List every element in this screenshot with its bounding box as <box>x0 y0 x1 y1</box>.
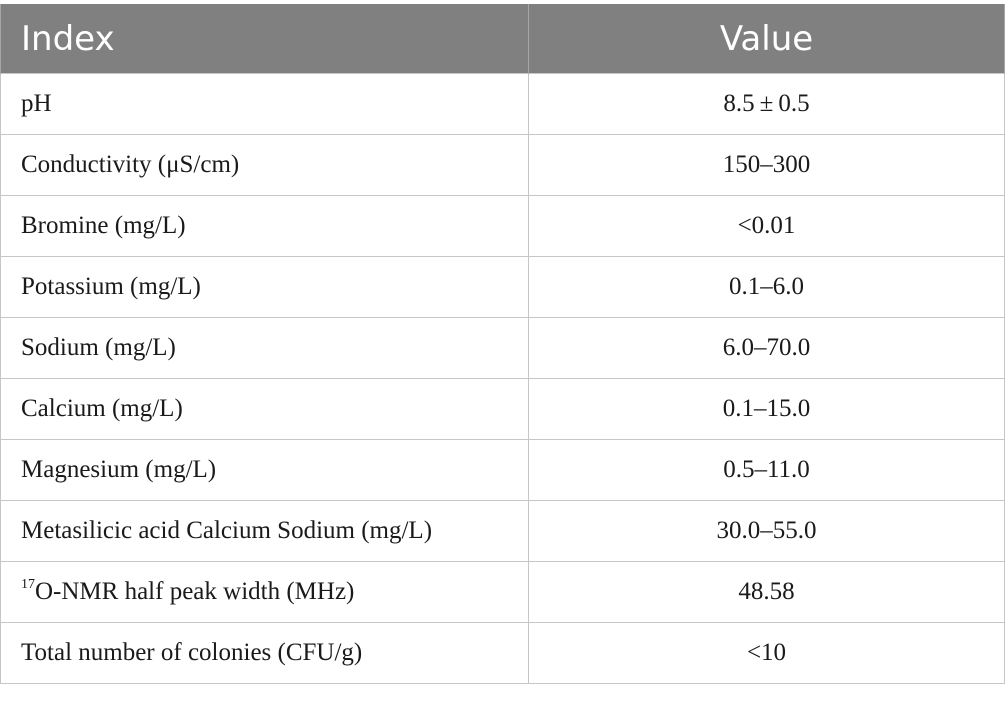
isotope-superscript: 17 <box>21 577 35 592</box>
table-row: Sodium (mg/L) 6.0–70.0 <box>0 317 1005 379</box>
row-index-cell: Bromine (mg/L) <box>0 195 529 257</box>
row-value-cell: <0.01 <box>528 195 1005 257</box>
row-index-cell: Conductivity (μS/cm) <box>0 134 529 196</box>
table-row: pH 8.5 ± 0.5 <box>0 73 1005 135</box>
table-row: Potassium (mg/L) 0.1–6.0 <box>0 256 1005 318</box>
row-value-cell: 0.1–15.0 <box>528 378 1005 440</box>
table-body: pH 8.5 ± 0.5 Conductivity (μS/cm) 150–30… <box>0 73 1005 684</box>
row-index-text: O-NMR half peak width (MHz) <box>35 578 355 605</box>
header-index: Index <box>0 4 529 74</box>
row-value-cell: 0.5–11.0 <box>528 439 1005 501</box>
row-value-cell: 6.0–70.0 <box>528 317 1005 379</box>
header-row: Index Value <box>0 4 1005 74</box>
data-table-container: Index Value pH 8.5 ± 0.5 Conductivity (μ… <box>0 4 1005 684</box>
table-row: Bromine (mg/L) <0.01 <box>0 195 1005 257</box>
row-value-cell: 0.1–6.0 <box>528 256 1005 318</box>
table-row: Calcium (mg/L) 0.1–15.0 <box>0 378 1005 440</box>
table-row: Magnesium (mg/L) 0.5–11.0 <box>0 439 1005 501</box>
row-value-cell: 8.5 ± 0.5 <box>528 73 1005 135</box>
row-index-cell: Magnesium (mg/L) <box>0 439 529 501</box>
row-index-cell: pH <box>0 73 529 135</box>
row-index-cell: 17O-NMR half peak width (MHz) <box>0 561 529 623</box>
table-row: Total number of colonies (CFU/g) <10 <box>0 622 1005 684</box>
table-row: Conductivity (μS/cm) 150–300 <box>0 134 1005 196</box>
water-quality-table: Index Value pH 8.5 ± 0.5 Conductivity (μ… <box>0 4 1005 684</box>
row-value-cell: 48.58 <box>528 561 1005 623</box>
row-value-cell: 30.0–55.0 <box>528 500 1005 562</box>
table-row: Metasilicic acid Calcium Sodium (mg/L) 3… <box>0 500 1005 562</box>
row-index-cell: Potassium (mg/L) <box>0 256 529 318</box>
table-header: Index Value <box>0 4 1005 74</box>
row-index-cell: Sodium (mg/L) <box>0 317 529 379</box>
table-row: 17O-NMR half peak width (MHz) 48.58 <box>0 561 1005 623</box>
row-index-cell: Metasilicic acid Calcium Sodium (mg/L) <box>0 500 529 562</box>
row-index-cell: Total number of colonies (CFU/g) <box>0 622 529 684</box>
row-index-cell: Calcium (mg/L) <box>0 378 529 440</box>
row-value-cell: 150–300 <box>528 134 1005 196</box>
row-value-cell: <10 <box>528 622 1005 684</box>
header-value: Value <box>528 4 1005 74</box>
